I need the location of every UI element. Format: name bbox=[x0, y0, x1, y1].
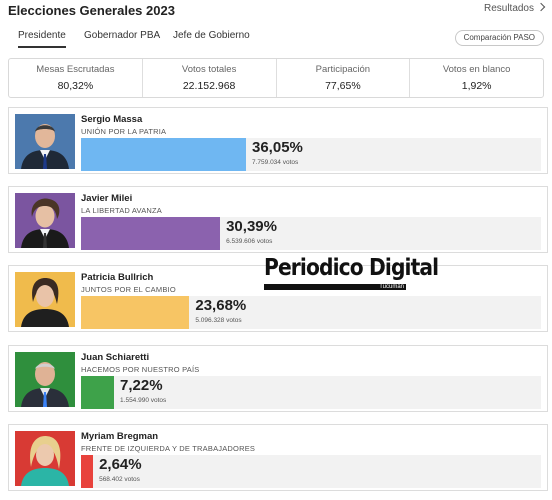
person-avatar-icon bbox=[15, 272, 75, 327]
candidate-party: LA LIBERTAD AVANZA bbox=[81, 206, 162, 215]
watermark-logo: Periodico Digital Tucumán bbox=[264, 254, 439, 294]
person-avatar-icon bbox=[15, 193, 75, 248]
candidate-name: Juan Schiaretti bbox=[81, 352, 150, 363]
tab-gobernador-pba[interactable]: Gobernador PBA bbox=[84, 30, 161, 41]
comparacion-paso-button[interactable]: Comparación PASO bbox=[454, 30, 544, 46]
candidate-votes: 1.554.990 votos bbox=[120, 397, 167, 404]
stats-panel: Mesas Escrutadas 80,32% Votos totales 22… bbox=[8, 58, 544, 98]
candidate-name: Sergio Massa bbox=[81, 114, 143, 125]
stat-value: 1,92% bbox=[461, 80, 492, 92]
result-bar-track: 30,39% 6.539.606 votos bbox=[81, 217, 541, 250]
stat-label: Votos totales bbox=[181, 64, 237, 75]
candidate-party: FRENTE DE IZQUIERDA Y DE TRABAJADORES bbox=[81, 444, 256, 453]
candidate-photo bbox=[15, 193, 75, 248]
person-avatar-icon bbox=[15, 352, 75, 407]
election-tabs: Presidente Gobernador PBA Jefe de Gobier… bbox=[8, 26, 544, 50]
candidate-votes: 5.096.328 votos bbox=[195, 317, 242, 324]
result-bar-track: 23,68% 5.096.328 votos bbox=[81, 296, 541, 329]
page-header: Elecciones Generales 2023 Resultados bbox=[0, 0, 552, 22]
person-avatar-icon bbox=[15, 431, 75, 486]
stat-votos-totales: Votos totales 22.152.968 bbox=[141, 59, 276, 97]
result-bar bbox=[81, 217, 221, 250]
candidate-card-bregman[interactable]: Myriam Bregman FRENTE DE IZQUIERDA Y DE … bbox=[8, 424, 548, 491]
candidate-percentage: 7,22% bbox=[120, 377, 163, 394]
candidate-card-schiaretti[interactable]: Juan Schiaretti HACEMOS POR NUESTRO PAÍS… bbox=[8, 345, 548, 412]
chevron-right-icon bbox=[536, 2, 546, 12]
tab-jefe-de-gobierno[interactable]: Jefe de Gobierno bbox=[173, 30, 250, 41]
candidate-percentage: 36,05% bbox=[252, 139, 303, 156]
stat-label: Votos en blanco bbox=[442, 64, 511, 75]
result-bar bbox=[81, 138, 246, 171]
result-bar-track: 36,05% 7.759.034 votos bbox=[81, 138, 541, 171]
stat-value: 22.152.968 bbox=[182, 80, 236, 92]
result-bar bbox=[81, 376, 115, 409]
candidate-percentage: 2,64% bbox=[99, 456, 142, 473]
page-title: Elecciones Generales 2023 bbox=[8, 3, 175, 18]
tab-presidente[interactable]: Presidente bbox=[18, 30, 66, 48]
candidate-photo bbox=[15, 352, 75, 407]
results-link[interactable]: Resultados bbox=[483, 2, 546, 14]
candidate-votes: 7.759.034 votos bbox=[252, 159, 299, 166]
result-bar-track: 7,22% 1.554.990 votos bbox=[81, 376, 541, 409]
candidate-party: HACEMOS POR NUESTRO PAÍS bbox=[81, 365, 200, 374]
stat-label: Mesas Escrutadas bbox=[36, 64, 115, 75]
candidate-photo bbox=[15, 431, 75, 486]
candidate-card-bullrich[interactable]: Patricia Bullrich JUNTOS POR EL CAMBIO 2… bbox=[8, 265, 548, 332]
results-link-label[interactable]: Resultados bbox=[483, 3, 534, 14]
result-bar bbox=[81, 455, 94, 488]
stat-mesas-escrutadas: Mesas Escrutadas 80,32% bbox=[9, 59, 142, 97]
candidate-card-milei[interactable]: Javier Milei LA LIBERTAD AVANZA 30,39% 6… bbox=[8, 186, 548, 253]
candidate-name: Javier Milei bbox=[81, 193, 133, 204]
stat-value: 80,32% bbox=[57, 80, 94, 92]
candidate-name: Myriam Bregman bbox=[81, 431, 159, 442]
candidate-party: JUNTOS POR EL CAMBIO bbox=[81, 285, 176, 294]
result-bar-track: 2,64% 568.402 votos bbox=[81, 455, 541, 488]
stat-value: 77,65% bbox=[325, 80, 361, 92]
candidate-percentage: 30,39% bbox=[226, 218, 277, 235]
candidate-party: UNIÓN POR LA PATRIA bbox=[81, 127, 167, 136]
watermark-underline bbox=[264, 284, 406, 290]
candidate-photo bbox=[15, 114, 75, 169]
result-bar bbox=[81, 296, 190, 329]
watermark-title: Periodico Digital bbox=[264, 255, 439, 281]
stat-votos-en-blanco: Votos en blanco 1,92% bbox=[409, 59, 543, 97]
person-avatar-icon bbox=[15, 114, 75, 169]
candidate-card-massa[interactable]: Sergio Massa UNIÓN POR LA PATRIA 36,05% … bbox=[8, 107, 548, 174]
candidate-votes: 568.402 votos bbox=[99, 476, 140, 483]
candidate-name: Patricia Bullrich bbox=[81, 272, 154, 283]
stat-label: Participación bbox=[315, 64, 371, 75]
watermark-subtitle: Tucumán bbox=[379, 284, 404, 290]
stat-participacion: Participación 77,65% bbox=[275, 59, 410, 97]
candidate-photo bbox=[15, 272, 75, 327]
candidate-votes: 6.539.606 votos bbox=[226, 238, 273, 245]
candidate-percentage: 23,68% bbox=[195, 297, 247, 314]
